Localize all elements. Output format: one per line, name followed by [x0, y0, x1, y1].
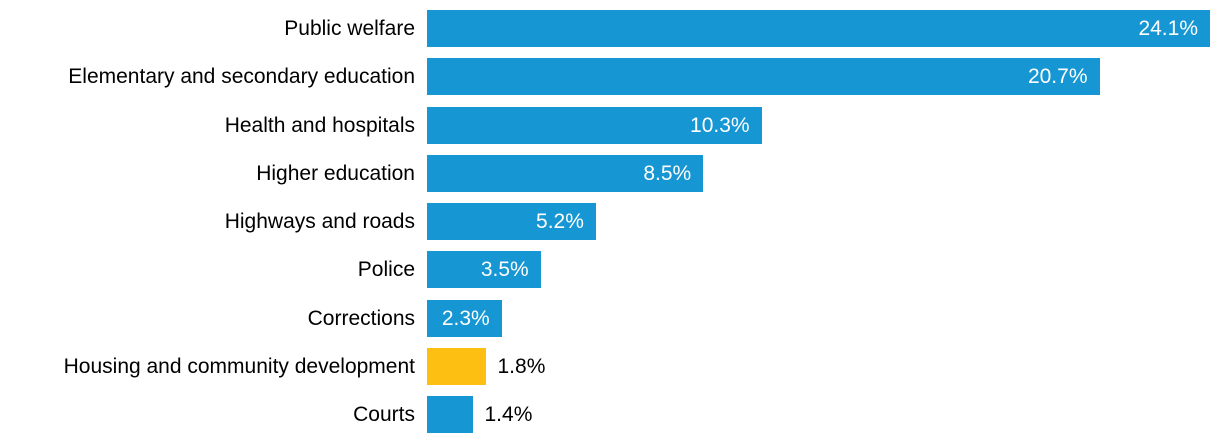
- category-label: Corrections: [307, 306, 415, 330]
- bar-area: 24.1%: [427, 10, 1220, 47]
- bar-area: 8.5%: [427, 154, 1220, 192]
- chart-row: Highways and roads 5.2%: [0, 203, 1220, 241]
- value-label-outside: 1.8%: [497, 355, 546, 379]
- category-label: Public welfare: [284, 17, 415, 40]
- category-label: Courts: [353, 403, 415, 427]
- bar: 24.1%: [427, 10, 1210, 47]
- bar: 3.5%: [427, 251, 541, 289]
- category-label: Housing and community development: [63, 355, 415, 379]
- value-label-inside: 5.2%: [536, 210, 584, 234]
- category-label: Police: [357, 258, 415, 282]
- bar: 8.5%: [427, 154, 704, 192]
- value-label-outside: 1.4%: [484, 403, 533, 427]
- chart-row: Public welfare 24.1%: [0, 10, 1220, 47]
- bar: 20.7%: [427, 58, 1100, 96]
- bar-area: 5.2%: [427, 203, 1220, 241]
- bar-area: 3.5%: [427, 251, 1220, 289]
- bar-area: 2.3%: [427, 299, 1220, 337]
- chart-row: Elementary and secondary education 20.7%: [0, 58, 1220, 96]
- chart-row: Courts 1.4%: [0, 396, 1220, 434]
- bar-area: 1.4%: [427, 396, 1220, 434]
- category-label: Elementary and secondary education: [68, 65, 415, 89]
- category-label: Health and hospitals: [224, 113, 415, 137]
- chart-row: Police 3.5%: [0, 251, 1220, 289]
- value-label-inside: 2.3%: [441, 306, 490, 330]
- bar: [427, 348, 486, 386]
- value-label-inside: 20.7%: [1027, 65, 1088, 89]
- category-label: Higher education: [256, 161, 415, 185]
- value-label-inside: 3.5%: [480, 258, 529, 282]
- chart-row: Health and hospitals 10.3%: [0, 106, 1220, 144]
- bar: [427, 396, 473, 434]
- value-label-inside: 10.3%: [690, 113, 750, 137]
- bar-area: 10.3%: [427, 106, 1220, 144]
- chart-row: Corrections 2.3%: [0, 299, 1220, 337]
- chart-row: Higher education 8.5%: [0, 154, 1220, 192]
- chart-row: Housing and community development 1.8%: [0, 348, 1220, 386]
- value-label-inside: 8.5%: [643, 161, 692, 185]
- category-label: Highways and roads: [224, 210, 415, 234]
- bar-area: 20.7%: [427, 58, 1220, 96]
- bar: 5.2%: [427, 203, 596, 241]
- bar: 10.3%: [427, 106, 762, 144]
- bar: 2.3%: [427, 299, 502, 337]
- bar-area: 1.8%: [427, 348, 1220, 386]
- value-label-inside: 24.1%: [1138, 17, 1198, 40]
